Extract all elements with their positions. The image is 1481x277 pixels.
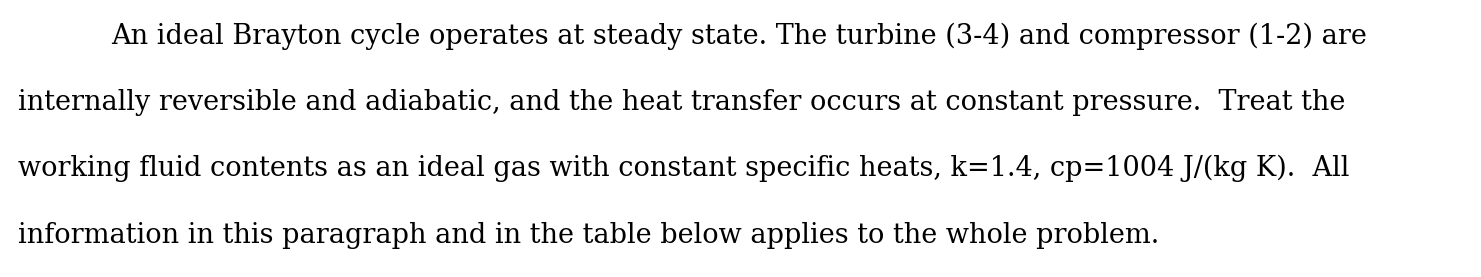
Text: An ideal Brayton cycle operates at steady state. The turbine (3-4) and compresso: An ideal Brayton cycle operates at stead… [111, 22, 1367, 50]
Text: internally reversible and adiabatic, and the heat transfer occurs at constant pr: internally reversible and adiabatic, and… [18, 89, 1345, 116]
Text: information in this paragraph and in the table below applies to the whole proble: information in this paragraph and in the… [18, 222, 1160, 248]
Text: working fluid contents as an ideal gas with constant specific heats, k=1.4, cp=1: working fluid contents as an ideal gas w… [18, 155, 1349, 183]
